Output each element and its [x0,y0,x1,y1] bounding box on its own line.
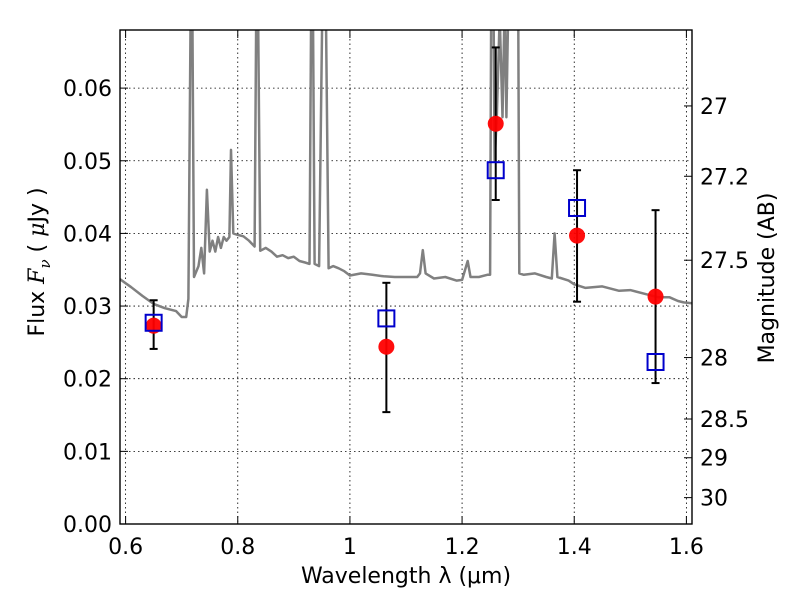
model-band-point [486,161,505,180]
model-band-markers [144,161,665,371]
x-tick-label: 1.4 [557,535,592,560]
x-tick-label: 1 [343,535,357,560]
y-tick-label: 0.03 [63,295,112,320]
y-tick-label: 0.05 [63,150,112,175]
y-tick-label: 0.01 [63,440,112,465]
right-tick-label: 27.2 [700,165,749,190]
plot-frame [119,29,693,525]
model-spectrum [120,30,692,319]
model-band-point [646,352,665,371]
x-tick-label: 1.6 [669,535,704,560]
observed-markers [145,115,664,355]
right-tick-label: 28.5 [700,408,749,433]
observed-point [569,227,586,244]
y-axis-label: Flux Fν ( μJy ) [25,187,54,336]
observed-point [145,317,162,334]
y-axis-ticks: 0.00 0.01 0.02 0.03 0.04 0.05 0.06 [63,77,128,538]
observed-point [647,288,664,305]
x-tick-label: 0.8 [220,535,255,560]
spectrum-line [120,30,692,319]
right-axis-label: Magnitude (AB) [755,193,780,364]
x-axis-label: Wavelength λ (μm) [301,564,511,589]
right-tick-label: 27 [700,95,728,120]
y-tick-label: 0.06 [63,77,112,102]
right-tick-label: 27.5 [700,249,749,274]
model-band-point [568,198,587,217]
model-band-point [377,309,396,328]
right-tick-label: 30 [700,487,728,512]
right-tick-label: 29 [700,447,728,472]
x-tick-label: 1.2 [445,535,480,560]
y-tick-label: 0.00 [63,513,112,538]
x-tick-label: 0.6 [108,535,143,560]
observed-point [487,115,504,132]
y-tick-label: 0.04 [63,222,112,247]
observed-point [378,338,395,355]
y-tick-label: 0.02 [63,368,112,393]
right-axis-ticks: 27 27.2 27.5 28 28.5 29 30 [684,95,749,512]
model-band-point [144,313,163,332]
x-axis-ticks: 0.6 0.8 1 1.2 1.4 1.6 [108,30,704,560]
right-tick-label: 28 [700,347,728,372]
